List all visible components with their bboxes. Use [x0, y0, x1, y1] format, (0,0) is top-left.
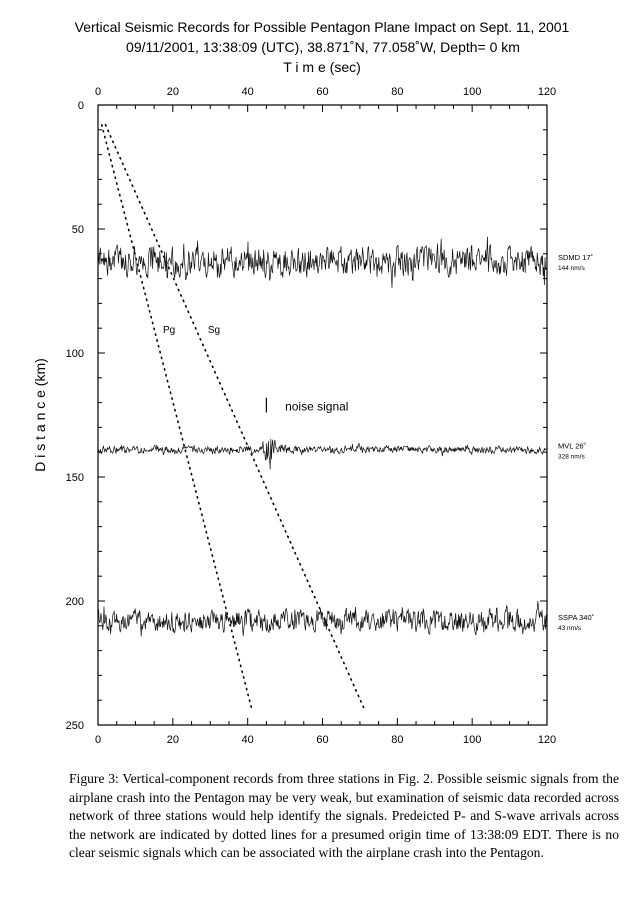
x-tick-label-top: 20: [167, 86, 179, 98]
y-tick-label: 0: [78, 100, 84, 112]
annotations: noise signal: [265, 397, 348, 414]
station-name-label: SDMD 17˚: [558, 253, 593, 262]
x-tick-label-top: 0: [95, 86, 101, 98]
chart-subtitle: 09/11/2001, 13:38:09 (UTC), 38.871˚N, 77…: [126, 39, 520, 55]
x-tick-label-bottom: 60: [316, 734, 328, 746]
x-tick-label-bottom: 80: [391, 734, 403, 746]
station-amplitude-label: 144 nm/s: [558, 265, 585, 272]
x-tick-label-bottom: 120: [538, 734, 556, 746]
chart-title: Vertical Seismic Records for Possible Pe…: [75, 19, 570, 35]
station-amplitude-label: 328 nm/s: [558, 454, 585, 461]
plot-frame: [97, 104, 548, 726]
x-tick-label-top: 80: [391, 86, 403, 98]
x-tick-label-bottom: 40: [242, 734, 254, 746]
arrival-lines: Pg Sg: [100, 124, 365, 709]
x-tick-label-bottom: 100: [463, 734, 481, 746]
station-traces: SDMD 17˚ 144 nm/s MVL 26˚ 328 nm/s SSPA 340˚…: [97, 236, 594, 637]
noise-signal-label: noise signal: [285, 400, 348, 414]
x-tick-label-top: 100: [463, 86, 481, 98]
trace-station-0: [97, 236, 548, 288]
arrival-line-sg: [104, 124, 365, 709]
x-tick-label-top: 40: [242, 86, 254, 98]
x-tick-label-bottom: 20: [167, 734, 179, 746]
trace-station-2: [97, 601, 548, 637]
x-tick-label-top: 120: [538, 86, 556, 98]
y-tick-label: 200: [66, 596, 84, 608]
figure-caption: Figure 3: Vertical-component records fro…: [69, 771, 619, 861]
arrival-line-pg: [100, 124, 253, 709]
y-tick-label: 250: [66, 720, 84, 732]
y-tick-label: 150: [66, 472, 84, 484]
x-axis-label: T i m e (sec): [283, 59, 361, 75]
y-axis-label: D i s t a n c e (km): [32, 358, 48, 472]
y-tick-label: 50: [72, 224, 84, 236]
arrival-label-sg: Sg: [208, 325, 220, 336]
arrival-label-pg: Pg: [163, 325, 175, 336]
y-tick-label: 100: [66, 348, 84, 360]
station-name-label: SSPA 340˚: [558, 613, 594, 622]
axis-ticks: 0020204040606080801001001201200501001502…: [66, 86, 557, 746]
x-tick-label-bottom: 0: [95, 734, 101, 746]
station-amplitude-label: 43 nm/s: [558, 625, 582, 632]
station-name-label: MVL 26˚: [558, 442, 586, 451]
x-tick-label-top: 60: [316, 86, 328, 98]
seismic-record-chart: Vertical Seismic Records for Possible Pe…: [32, 19, 594, 746]
trace-station-1: [97, 438, 547, 470]
